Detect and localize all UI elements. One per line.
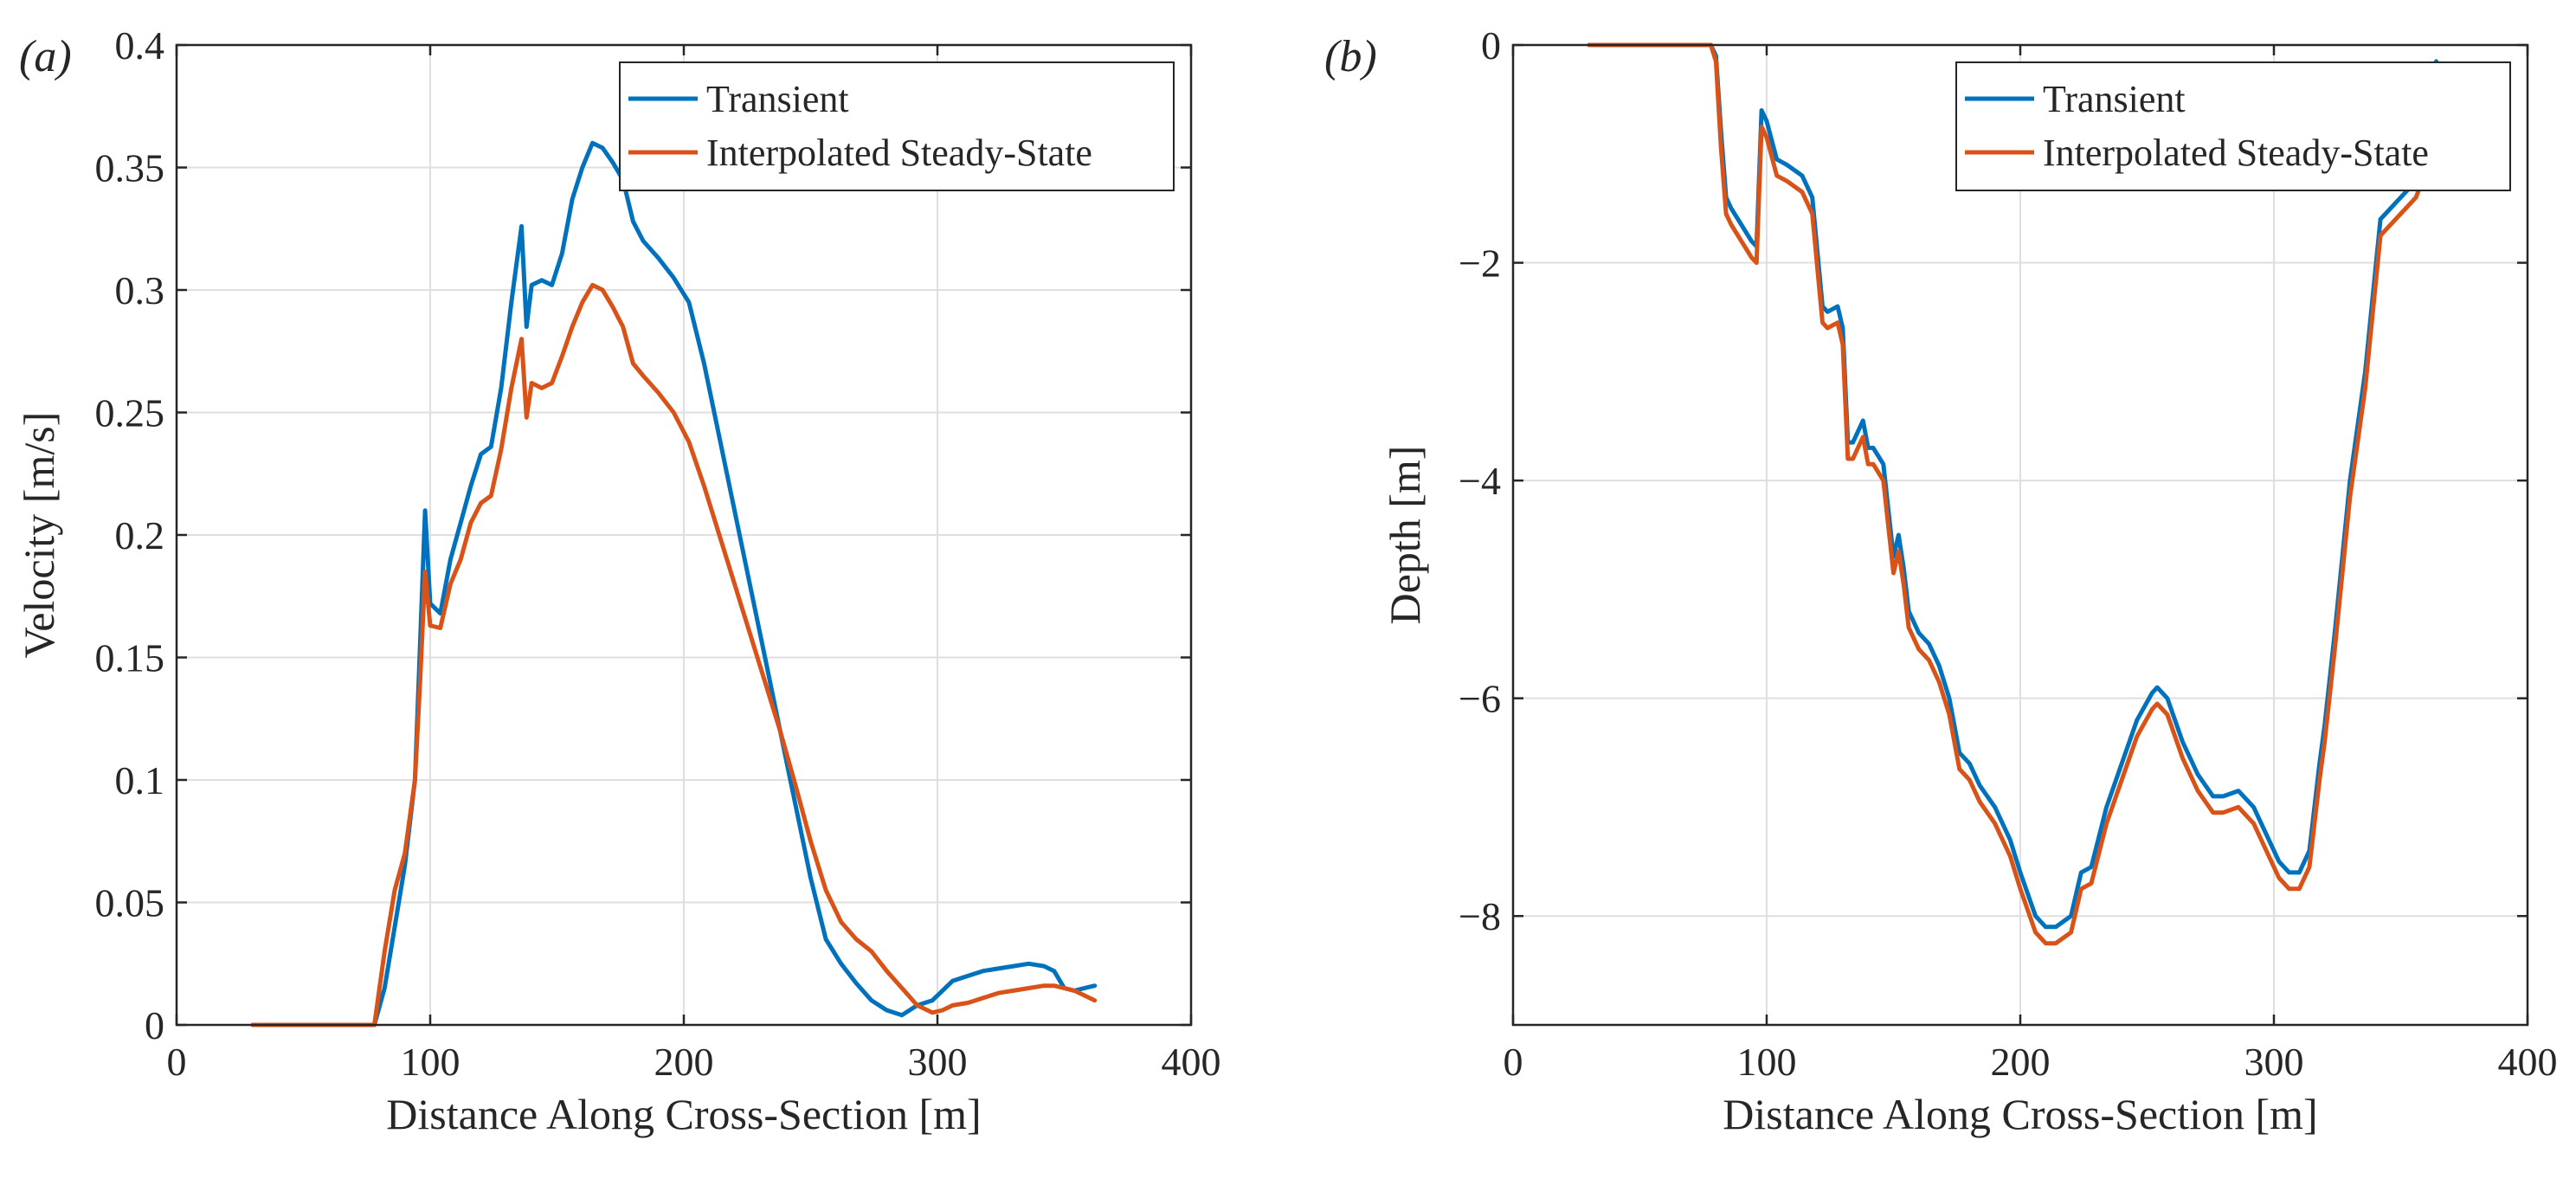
y-tick-label: 0.3 bbox=[115, 268, 165, 312]
x-tick-label: 0 bbox=[1504, 1040, 1523, 1084]
y-axis-label: Velocity [m/s] bbox=[15, 412, 63, 659]
x-axis-label: Distance Along Cross-Section [m] bbox=[386, 1090, 981, 1138]
y-tick-label: 0.35 bbox=[95, 146, 165, 190]
x-tick-label: 400 bbox=[1162, 1040, 1221, 1084]
legend: Transient Interpolated Steady-State bbox=[619, 61, 1175, 191]
series-line-steady-state bbox=[1587, 42, 2438, 946]
y-tick-label: −8 bbox=[1459, 894, 1501, 938]
y-tick-label: 0.05 bbox=[95, 881, 165, 925]
legend: Transient Interpolated Steady-State bbox=[1955, 61, 2511, 191]
y-tick-label: 0 bbox=[145, 1003, 164, 1047]
y-tick-label: 0.2 bbox=[115, 513, 165, 557]
x-tick-label: 0 bbox=[167, 1040, 187, 1084]
legend-label-steady-state: Interpolated Steady-State bbox=[2043, 132, 2429, 174]
x-axis-label: Distance Along Cross-Section [m] bbox=[1723, 1090, 2317, 1138]
series-line-transient bbox=[1587, 42, 2438, 930]
chart-panel-2: 0 100 200 300 400 −8 −6 −4 −2 0 Distance Along Cro… bbox=[1324, 23, 2558, 1138]
series-line-transient bbox=[250, 140, 1098, 1028]
x-tick-label: 200 bbox=[1991, 1040, 2051, 1084]
legend-box bbox=[619, 61, 1175, 191]
legend-box bbox=[1955, 61, 2511, 191]
y-tick-label: 0.25 bbox=[95, 391, 165, 435]
y-tick-label: 0.15 bbox=[95, 636, 165, 680]
x-tick-label: 400 bbox=[2498, 1040, 2558, 1084]
chart-panel-1: 0 100 200 300 400 0 0.05 0.1 0.15 0.2 0.25 0.3 0.35 0… bbox=[15, 23, 1221, 1138]
y-tick-label: −6 bbox=[1459, 677, 1501, 721]
panel-label: (a) bbox=[19, 32, 72, 81]
x-tick-label: 200 bbox=[654, 1040, 714, 1084]
y-tick-label: 0 bbox=[1481, 23, 1501, 68]
y-axis-label: Depth [m] bbox=[1381, 446, 1429, 625]
y-tick-label: 0.4 bbox=[115, 23, 165, 68]
legend-label-steady-state: Interpolated Steady-State bbox=[706, 132, 1092, 174]
panel-label: (b) bbox=[1324, 32, 1377, 81]
y-tick-label: −2 bbox=[1459, 242, 1501, 286]
x-tick-label: 100 bbox=[401, 1040, 460, 1084]
series-line-steady-state bbox=[250, 282, 1098, 1028]
y-tick-label: 0.1 bbox=[115, 758, 165, 802]
x-tick-label: 300 bbox=[908, 1040, 968, 1084]
y-tick-label: −4 bbox=[1459, 459, 1501, 503]
x-tick-label: 100 bbox=[1737, 1040, 1797, 1084]
legend-label-transient: Transient bbox=[2043, 78, 2186, 120]
x-tick-label: 300 bbox=[2244, 1040, 2304, 1084]
legend-label-transient: Transient bbox=[706, 78, 849, 120]
